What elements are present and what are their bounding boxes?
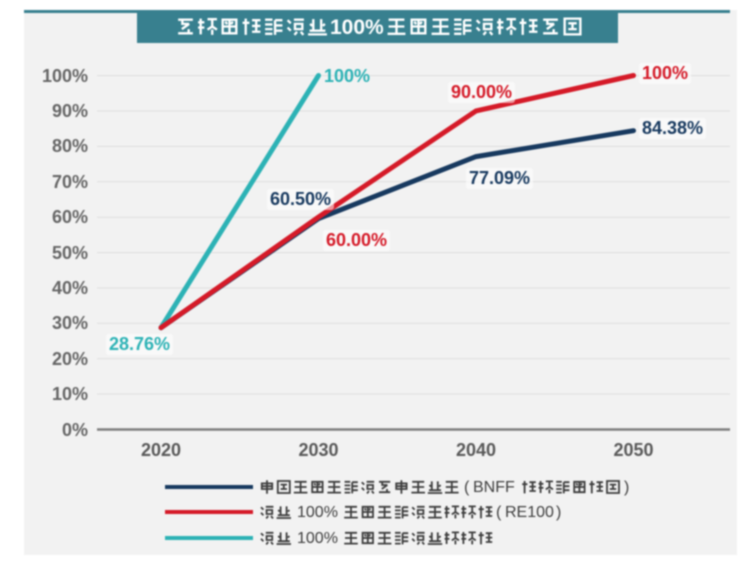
svg-text:BNFF: BNFF [473, 479, 515, 496]
svg-text:100%: 100% [297, 504, 338, 521]
svg-text:): ) [624, 479, 629, 496]
svg-text:100%: 100% [297, 530, 338, 547]
svg-text:(: ( [496, 504, 502, 521]
svg-text:): ) [556, 504, 561, 521]
svg-text:RE100: RE100 [505, 504, 554, 521]
svg-text:100%: 100% [330, 16, 384, 39]
svg-text:(: ( [464, 479, 470, 496]
